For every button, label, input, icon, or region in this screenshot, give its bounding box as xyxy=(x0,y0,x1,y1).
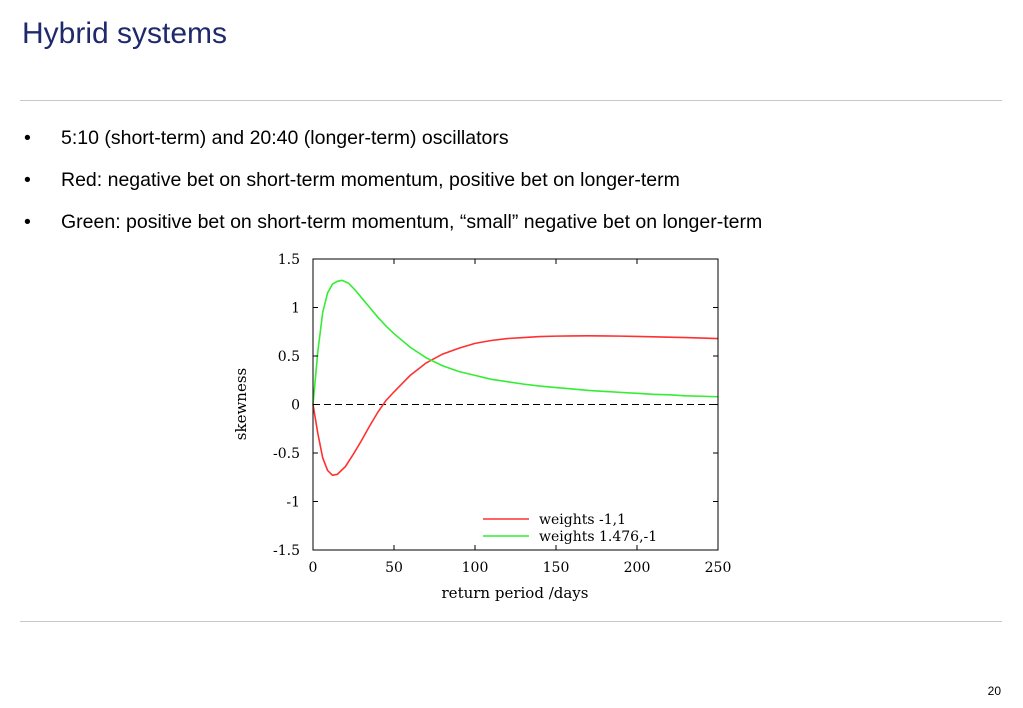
bullet-item: • Green: positive bet on short-term mome… xyxy=(0,209,762,251)
y-tick-label: -0.5 xyxy=(273,446,300,462)
y-tick-label: -1.5 xyxy=(273,543,300,559)
header-divider xyxy=(20,100,1002,101)
chart-ticks xyxy=(312,258,719,551)
x-tick-label: 100 xyxy=(462,560,489,576)
x-tick-label: 150 xyxy=(543,560,570,576)
skewness-chart: 0 50 100 150 200 250 1.5 1 0.5 0 -0.5 -1 -1.5 weight… xyxy=(232,252,731,602)
series-line-green xyxy=(312,279,719,405)
x-tick-label: 0 xyxy=(309,560,318,576)
bullet-marker: • xyxy=(24,169,31,191)
bullet-item: • 5:10 (short-term) and 20:40 (longer-te… xyxy=(0,125,762,167)
bullet-item: • Red: negative bet on short-term moment… xyxy=(0,167,762,209)
chart-tick-labels: 0 50 100 150 200 250 1.5 1 0.5 0 -0.5 -1 -1.5 xyxy=(273,252,731,576)
chart-lines xyxy=(312,279,719,477)
x-axis-label: return period /days xyxy=(442,584,589,602)
page-number: 20 xyxy=(987,684,1001,698)
legend-label: weights 1.476,-1 xyxy=(539,529,657,545)
y-tick-label: 0.5 xyxy=(278,349,300,365)
bullet-text: Red: negative bet on short-term momentum… xyxy=(61,169,680,191)
x-tick-label: 50 xyxy=(385,560,403,576)
bullet-text: 5:10 (short-term) and 20:40 (longer-term… xyxy=(61,127,509,149)
y-tick-label: 0 xyxy=(291,398,300,414)
series-line-red xyxy=(312,335,719,477)
bullet-marker: • xyxy=(24,127,31,149)
y-tick-label: 1 xyxy=(291,301,300,317)
x-tick-label: 250 xyxy=(705,560,732,576)
x-tick-label: 200 xyxy=(624,560,651,576)
footer-divider xyxy=(20,621,1002,622)
bullet-marker: • xyxy=(24,211,31,233)
y-tick-label: -1 xyxy=(286,495,300,511)
y-tick-label: 1.5 xyxy=(278,252,300,268)
y-axis-label: skewness xyxy=(232,368,250,440)
legend-label: weights -1,1 xyxy=(539,512,626,528)
slide-title: Hybrid systems xyxy=(22,17,228,50)
bullet-list: • 5:10 (short-term) and 20:40 (longer-te… xyxy=(0,125,762,251)
bullet-text: Green: positive bet on short-term moment… xyxy=(61,211,763,233)
